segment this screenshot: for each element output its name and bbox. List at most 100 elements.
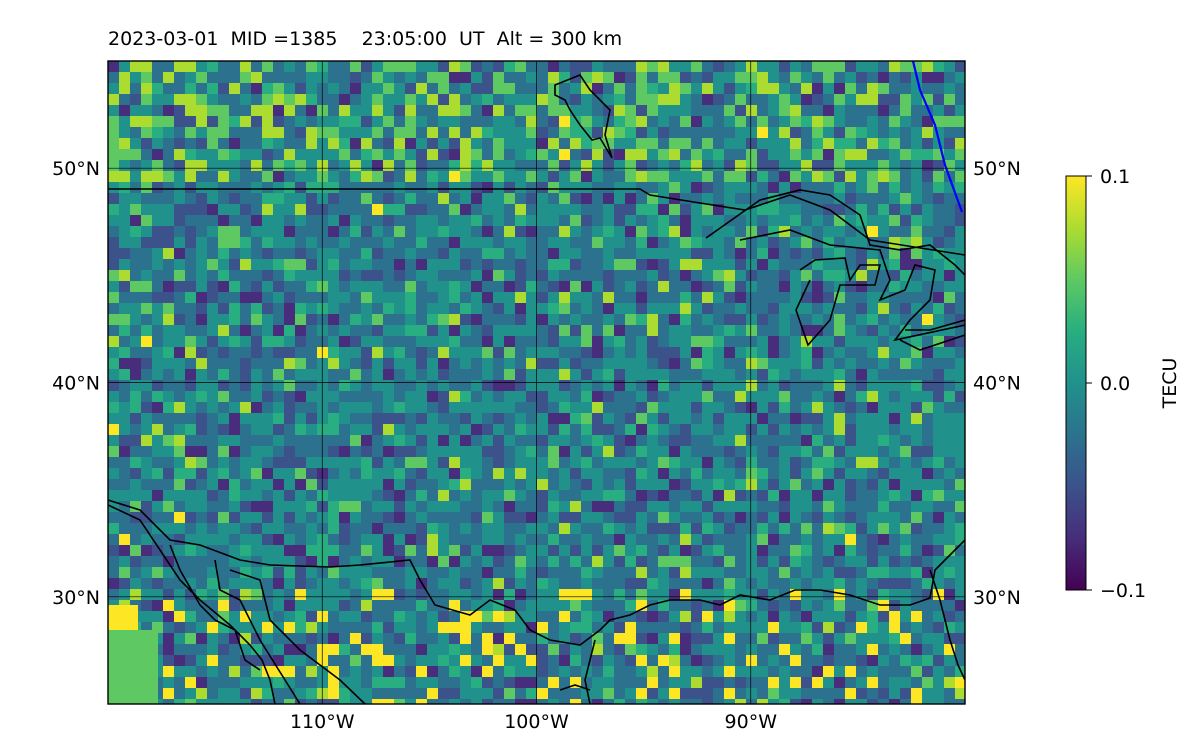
heat-cell: [449, 259, 460, 270]
heat-cell: [746, 545, 757, 556]
heat-cell: [229, 314, 240, 325]
heat-cell: [647, 160, 658, 171]
heat-cell: [933, 182, 944, 193]
heat-cell: [933, 556, 944, 567]
heat-cell: [636, 523, 647, 534]
heat-cell: [702, 160, 713, 171]
heat-cell: [944, 523, 955, 534]
heat-cell: [559, 457, 570, 468]
heat-cell: [284, 105, 295, 116]
heat-cell: [504, 600, 515, 611]
heat-cell: [812, 149, 823, 160]
heat-cell: [449, 424, 460, 435]
heat-cell: [724, 105, 735, 116]
heat-cell: [724, 534, 735, 545]
heat-cell: [328, 424, 339, 435]
heat-cell: [416, 501, 427, 512]
heat-cell: [559, 303, 570, 314]
heat-cell: [713, 545, 724, 556]
heat-cell: [262, 259, 273, 270]
heat-cell: [889, 611, 900, 622]
heat-cell: [515, 369, 526, 380]
heat-cell: [724, 226, 735, 237]
heat-cell: [284, 369, 295, 380]
heat-cell: [350, 424, 361, 435]
heat-cell: [812, 61, 823, 72]
heat-cell: [636, 314, 647, 325]
heat-cell: [889, 501, 900, 512]
heat-cell: [922, 688, 933, 699]
heat-cell: [394, 545, 405, 556]
heat-cell: [900, 83, 911, 94]
heat-cell: [669, 622, 680, 633]
heat-cell: [713, 457, 724, 468]
heat-cell: [504, 699, 515, 704]
heat-cell: [889, 512, 900, 523]
heat-cell: [427, 281, 438, 292]
heat-cell: [405, 105, 416, 116]
heat-cell: [680, 215, 691, 226]
heat-cell: [174, 193, 185, 204]
heat-cell: [636, 83, 647, 94]
heat-cell: [141, 116, 152, 127]
heat-cell: [680, 413, 691, 424]
heat-cell: [141, 127, 152, 138]
heat-cell: [823, 644, 834, 655]
heat-cell: [548, 666, 559, 677]
heat-cell: [240, 688, 251, 699]
heat-cell: [383, 83, 394, 94]
heat-cell: [273, 347, 284, 358]
heat-cell: [141, 237, 152, 248]
heat-cell: [911, 413, 922, 424]
lat-label-left-2: 50°N: [52, 158, 100, 180]
heat-cell: [922, 61, 933, 72]
heat-cell: [504, 72, 515, 83]
heat-cell: [702, 204, 713, 215]
heat-cell: [856, 622, 867, 633]
heat-cell: [724, 556, 735, 567]
heat-cell: [130, 391, 141, 402]
heat-cell: [911, 611, 922, 622]
heat-cell: [108, 105, 119, 116]
heat-cell: [295, 314, 306, 325]
heat-cell: [801, 655, 812, 666]
heat-cell: [911, 534, 922, 545]
heat-cell: [801, 193, 812, 204]
heat-cell: [889, 336, 900, 347]
heat-cell: [438, 655, 449, 666]
heat-cell: [845, 94, 856, 105]
heat-cell: [735, 622, 746, 633]
heat-cell: [273, 534, 284, 545]
heat-cell: [295, 534, 306, 545]
heat-cell: [482, 116, 493, 127]
heat-cell: [526, 391, 537, 402]
heat-cell: [603, 215, 614, 226]
heat-cell: [394, 270, 405, 281]
heat-cell: [372, 72, 383, 83]
heat-cell: [922, 303, 933, 314]
heat-cell: [196, 105, 207, 116]
heat-cell: [603, 457, 614, 468]
heat-cell: [163, 655, 174, 666]
heat-cell: [889, 292, 900, 303]
heat-cell: [152, 534, 163, 545]
heat-cell: [603, 677, 614, 688]
heat-cell: [427, 644, 438, 655]
heat-cell: [339, 589, 350, 600]
heat-cell: [361, 347, 372, 358]
heat-cell: [240, 138, 251, 149]
heat-cell: [922, 545, 933, 556]
heat-cell: [306, 677, 317, 688]
heat-cell: [185, 688, 196, 699]
heat-cell: [229, 204, 240, 215]
heat-cell: [119, 259, 130, 270]
heat-cell: [350, 446, 361, 457]
heat-cell: [570, 600, 581, 611]
heat-cell: [757, 578, 768, 589]
heat-cell: [680, 160, 691, 171]
heat-cell: [207, 622, 218, 633]
heat-cell: [174, 270, 185, 281]
heat-cell: [427, 358, 438, 369]
heat-cell: [647, 479, 658, 490]
heat-cell: [955, 336, 965, 347]
